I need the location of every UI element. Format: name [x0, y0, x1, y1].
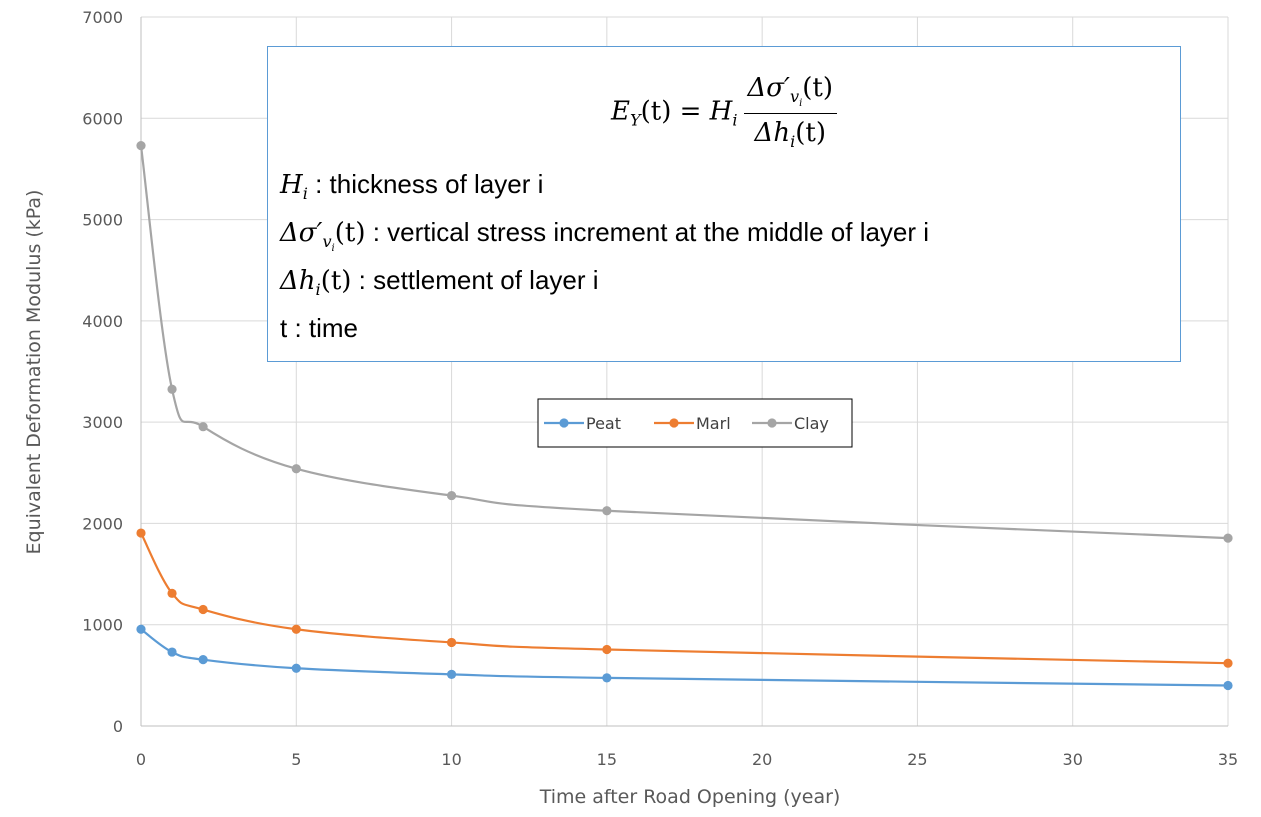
- data-point-peat: [1223, 680, 1233, 691]
- y-tick-label: 7000: [82, 8, 123, 27]
- formula-fraction: Δσ′vi(t) Δhi(t): [743, 73, 838, 152]
- formula-num-sub: v: [789, 87, 800, 107]
- def2-arg: (t): [334, 218, 366, 248]
- y-tick-label: 4000: [82, 312, 123, 331]
- data-point-peat: [602, 673, 612, 683]
- def2-subsub: i: [331, 243, 335, 255]
- y-tick-label: 1000: [82, 616, 123, 635]
- legend-label-peat: Peat: [586, 414, 621, 433]
- data-point-clay: [1223, 533, 1233, 543]
- legend-label-clay: Clay: [794, 414, 829, 433]
- def2-sub: v: [322, 232, 332, 252]
- x-tick-label: 15: [597, 750, 617, 769]
- legend-marker-clay: [767, 418, 777, 428]
- y-tick-label: 3000: [82, 413, 123, 432]
- legend: Peat Marl Clay: [537, 398, 853, 448]
- series-line-peat: [140, 628, 1229, 687]
- data-point-clay: [446, 490, 457, 501]
- x-tick-label: 30: [1063, 750, 1083, 769]
- formula-coef-sub: i: [732, 110, 738, 130]
- data-point-clay: [198, 422, 208, 432]
- formula-equation: EY(t) = Hi Δσ′vi(t) Δhi(t): [268, 73, 1180, 152]
- formula-lhs: E: [610, 96, 630, 127]
- data-point-marl: [602, 644, 612, 655]
- series-marl: [136, 528, 1233, 668]
- y-axis-title: Equivalent Deformation Modulus (kPa): [23, 190, 45, 555]
- y-tick-label: 5000: [82, 211, 123, 230]
- data-point-peat: [136, 624, 146, 634]
- def3-text: : settlement of layer i: [351, 265, 599, 295]
- formula-den-sub: i: [790, 132, 796, 152]
- data-point-peat: [291, 663, 301, 673]
- formula-numerator: Δσ′vi(t): [743, 73, 838, 115]
- x-tick-label: 20: [752, 750, 772, 769]
- data-point-clay: [167, 384, 177, 394]
- y-tick-label: 6000: [82, 109, 123, 128]
- data-point-marl: [136, 528, 146, 538]
- axes: [140, 17, 1228, 727]
- def1-text: : thickness of layer i: [307, 169, 544, 199]
- data-point-marl: [198, 604, 208, 615]
- y-tick-label: 0: [113, 717, 123, 736]
- formula-denominator: Δhi(t): [744, 114, 838, 151]
- formula-den-delta: Δh: [754, 118, 791, 149]
- data-point-clay: [602, 506, 612, 516]
- definition-stress: Δσ′vi(t) : vertical stress increment at …: [280, 217, 929, 254]
- formula-annotation-box: EY(t) = Hi Δσ′vi(t) Δhi(t) Hi : thickness …: [267, 46, 1181, 362]
- formula-lhs-arg: (t) =: [640, 96, 710, 127]
- series-line-marl: [140, 532, 1229, 665]
- series-lines: [136, 141, 1233, 691]
- def1-symbol: H: [280, 170, 303, 200]
- x-tick-label: 10: [441, 750, 461, 769]
- def2-symbol: Δσ′: [280, 218, 323, 248]
- x-tick-label: 5: [291, 750, 301, 769]
- y-tick-label: 2000: [82, 514, 123, 533]
- legend-marker-peat: [559, 418, 569, 428]
- data-point-marl: [167, 588, 177, 598]
- series-peat: [136, 624, 1233, 691]
- def2-text: : vertical stress increment at the middl…: [365, 217, 930, 247]
- data-point-clay: [136, 141, 146, 151]
- data-point-peat: [446, 669, 457, 679]
- legend-label-marl: Marl: [696, 414, 731, 433]
- def3-arg: (t): [320, 266, 352, 296]
- data-point-peat: [198, 655, 208, 665]
- definition-time: t : time: [280, 313, 358, 344]
- data-point-marl: [291, 624, 301, 634]
- data-point-clay: [291, 464, 301, 474]
- definition-settlement: Δhi(t) : settlement of layer i: [280, 265, 599, 299]
- formula-coef: H: [709, 96, 733, 127]
- x-tick-label: 25: [907, 750, 927, 769]
- formula-lhs-sub: Y: [629, 110, 641, 130]
- def3-sub: i: [315, 280, 321, 300]
- x-tick-label: 35: [1218, 750, 1238, 769]
- def4-text: t : time: [280, 313, 359, 343]
- definition-thickness: Hi : thickness of layer i: [280, 169, 543, 203]
- x-tick-label: 0: [136, 750, 146, 769]
- def3-symbol: Δh: [280, 266, 316, 296]
- def1-sub: i: [302, 184, 308, 204]
- legend-frame: [537, 398, 853, 448]
- formula-num-subsub: i: [799, 98, 803, 110]
- formula-num-arg: (t): [802, 73, 834, 103]
- legend-marker-marl: [669, 418, 679, 428]
- formula-num-delta: Δσ′: [747, 73, 790, 103]
- series-clay: [136, 141, 1233, 543]
- data-point-peat: [167, 647, 177, 657]
- data-point-marl: [446, 637, 457, 648]
- data-point-marl: [1223, 658, 1233, 668]
- x-axis-title: Time after Road Opening (year): [539, 786, 841, 808]
- tick-labels: 0 1000 2000 3000 4000 5000 6000 7000 0 5 10 15 20 25 3…: [82, 8, 1238, 769]
- formula-den-arg: (t): [795, 118, 826, 149]
